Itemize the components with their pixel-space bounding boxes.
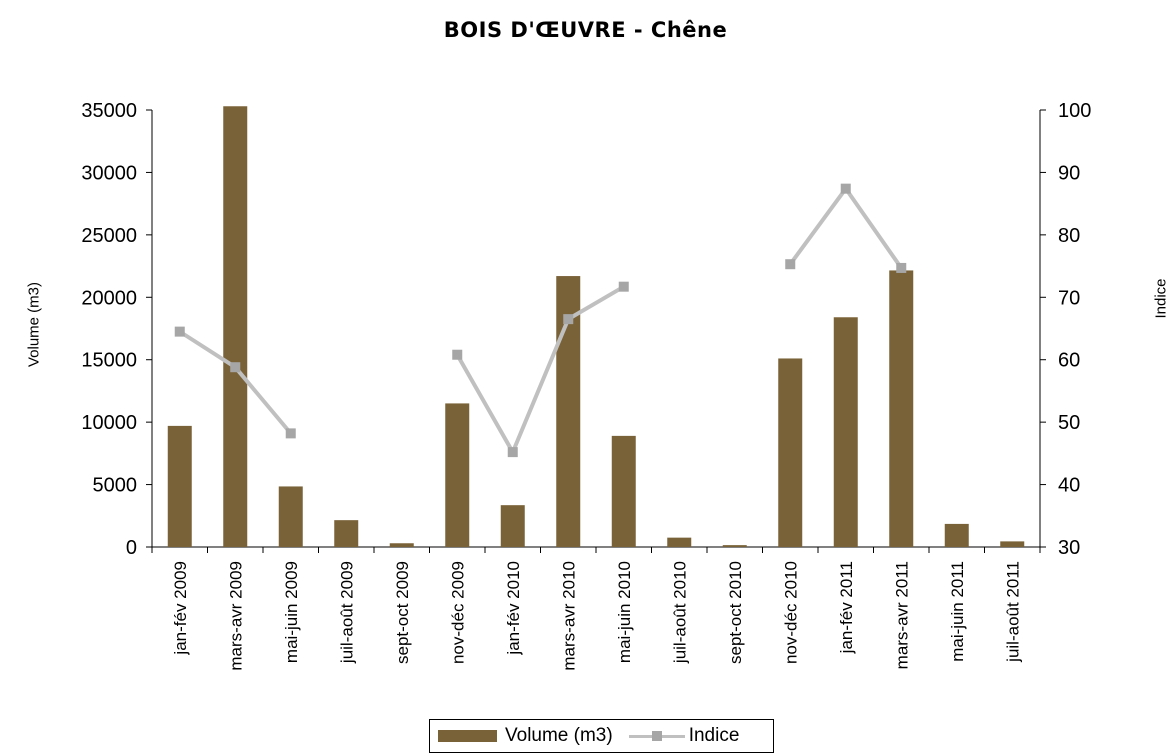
point-indice	[285, 428, 296, 439]
bar-volume	[500, 505, 525, 547]
x-tick-label: jan-fév 2009	[171, 561, 190, 656]
x-tick-label: juil-août 2010	[670, 561, 689, 664]
y-tick-label-left: 0	[126, 537, 137, 559]
y-tick-label-left: 35000	[81, 100, 137, 122]
x-tick-label: nov-déc 2009	[448, 561, 467, 664]
y-tick-label-left: 5000	[93, 475, 138, 497]
y-tick-label-left: 10000	[81, 412, 137, 434]
legend-item-volume: Volume (m3)	[438, 725, 613, 747]
bar-volume	[223, 106, 248, 548]
legend-label-volume: Volume (m3)	[505, 725, 613, 746]
point-indice	[840, 183, 851, 194]
bar-volume	[778, 358, 803, 547]
line-indice	[788, 186, 903, 270]
legend: Volume (m3) Indice	[429, 719, 774, 753]
x-tick-label: jan-fév 2011	[837, 561, 856, 654]
bar-volume	[889, 270, 914, 547]
x-tick-label: sept-oct 2009	[393, 561, 412, 664]
point-indice	[563, 314, 574, 325]
y-tick-label-left: 15000	[81, 350, 137, 372]
x-tick-label: mai-juin 2011	[948, 561, 967, 662]
bar-volume	[278, 486, 303, 547]
legend-item-indice: Indice	[613, 725, 740, 747]
x-tick-label: jan-fév 2010	[504, 561, 523, 656]
point-indice	[507, 447, 518, 458]
bar-volume	[445, 403, 470, 547]
line-indice	[455, 284, 625, 455]
chart-title: BOIS D'ŒUVRE - Chêne	[443, 18, 728, 42]
y-tick-label-right: 90	[1058, 162, 1080, 184]
y-tick-label-right: 40	[1058, 475, 1080, 497]
bar-volume	[944, 523, 969, 547]
point-indice	[618, 281, 629, 292]
point-indice	[452, 349, 463, 360]
y-tick-label-right: 60	[1058, 350, 1080, 372]
y-tick-label-right: 70	[1058, 287, 1080, 309]
y-tick-label-right: 30	[1058, 537, 1080, 559]
x-tick-label: mai-juin 2010	[615, 561, 634, 663]
bar-volume	[667, 537, 692, 547]
y-tick-label-right: 50	[1058, 412, 1080, 434]
point-indice	[174, 326, 185, 337]
x-tick-label: juil-août 2009	[337, 561, 356, 664]
bar-volume	[334, 520, 359, 547]
x-tick-label: nov-déc 2010	[781, 561, 800, 664]
point-indice	[896, 262, 907, 273]
point-indice	[230, 362, 241, 373]
y-tick-label-right: 80	[1058, 225, 1080, 247]
point-indice	[785, 259, 796, 270]
bar-volume	[611, 435, 636, 547]
bar-volume	[1000, 541, 1025, 547]
bar-volume	[389, 543, 414, 547]
x-tick-label: mars-avr 2009	[226, 561, 245, 671]
x-tick-label: mai-juin 2009	[282, 561, 301, 663]
x-tick-label: juil-août 2011	[1003, 561, 1022, 663]
bar-volume	[167, 425, 192, 547]
y-tick-label-right: 100	[1058, 100, 1091, 122]
y-tick-label-left: 30000	[81, 162, 137, 184]
bar-volume	[833, 317, 858, 547]
x-tick-label: sept-oct 2010	[726, 561, 745, 664]
x-tick-label: mars-avr 2010	[559, 561, 578, 671]
legend-swatch-volume	[438, 730, 497, 742]
legend-label-indice: Indice	[688, 725, 740, 746]
x-tick-label: mars-avr 2011	[892, 561, 911, 669]
y-tick-label-left: 25000	[81, 225, 137, 247]
y-tick-label-left: 20000	[81, 287, 137, 309]
bar-volume	[722, 545, 747, 547]
legend-swatch-indice	[628, 729, 685, 743]
